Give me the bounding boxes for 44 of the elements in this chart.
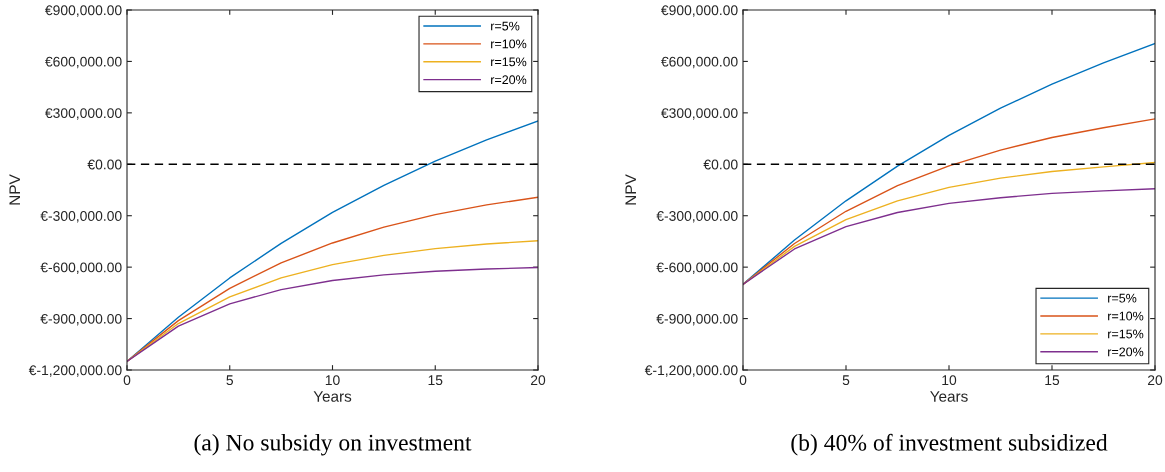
line-series [743,188,1155,285]
y-tick-label: €600,000.00 [45,56,122,69]
text: (a) No subsidy on investment [194,434,472,456]
x-tick-label: 20 [1147,375,1163,386]
legend-label: r=20% [491,75,527,85]
y-tick-label: €300,000.00 [45,108,122,120]
y-tick-label: €-900,000.00 [40,313,122,326]
legend-label: r=5% [1108,293,1137,303]
y-axis-title: NPV [9,174,20,205]
y-tick-label: €-1,200,000.00 [644,365,738,377]
y-tick-label: €0.00 [703,159,738,170]
y-tick-label: €-600,000.00 [656,262,738,274]
y-tick-label: €-300,000.00 [656,211,738,223]
legend-label: r=15% [1108,329,1144,339]
x-tick-label: 5 [226,375,234,386]
x-tick-label: 15 [428,375,443,386]
y-tick-label: €300,000.00 [661,108,738,120]
y-tick-label: €900,000.00 [45,5,122,17]
text: (b) 40% of investment subsidized [791,433,1108,456]
y-tick-label: €0.00 [87,159,122,170]
x-tick-label: 0 [739,375,747,386]
y-axis-title: NPV [625,174,636,205]
x-axis-title: Years [313,391,352,402]
x-axis-title: Years [930,391,968,402]
y-tick-label: €-300,000.00 [40,211,122,223]
y-tick-label: €-1,200,000.00 [28,365,122,377]
line-series [127,266,538,363]
legend-label: r=10% [491,39,527,49]
y-tick-label: €-900,000.00 [656,313,738,326]
line-series [127,240,538,363]
x-tick-label: 0 [123,375,131,386]
line-series [743,118,1155,285]
legend-label: r=20% [1108,347,1144,357]
x-tick-label: 15 [1045,375,1060,386]
y-tick-label: €600,000.00 [661,56,738,69]
legend-label: r=10% [1108,311,1144,321]
y-tick-label: €900,000.00 [661,5,738,17]
x-tick-label: 20 [530,375,546,386]
x-tick-label: 5 [842,375,850,386]
legend-label: r=15% [491,57,527,67]
y-tick-label: €-600,000.00 [40,262,122,274]
legend-label: r=5% [491,21,520,31]
x-tick-label: 10 [942,375,957,386]
x-tick-label: 10 [325,375,340,386]
